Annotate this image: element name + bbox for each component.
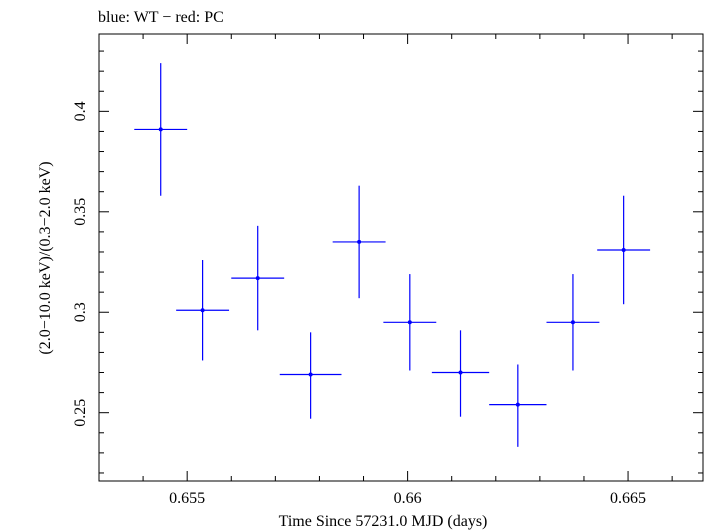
point-marker <box>308 372 313 377</box>
data-point <box>383 274 437 371</box>
point-marker <box>255 276 260 281</box>
point-marker <box>621 247 626 252</box>
point-marker <box>570 320 575 325</box>
data-point <box>134 63 188 196</box>
data-point <box>546 274 600 371</box>
point-marker <box>200 308 205 313</box>
data-point <box>231 225 285 331</box>
axis-ticks <box>98 34 703 481</box>
point-marker <box>407 320 412 325</box>
y-tick-label: 0.3 <box>72 302 89 322</box>
y-tick-labels: 0.25 0.3 0.35 0.4 <box>72 101 89 426</box>
x-axis-label: Time Since 57231.0 MJD (days) <box>279 513 488 530</box>
point-marker <box>357 239 362 244</box>
plot-frame <box>98 33 704 482</box>
data-point <box>332 185 386 299</box>
x-tick-label: 0.655 <box>169 490 205 507</box>
data-points <box>134 63 651 447</box>
data-point <box>176 260 230 361</box>
y-axis-label: (2.0−10.0 keV)/(0.3−2.0 keV) <box>37 161 54 354</box>
y-tick-label: 0.35 <box>72 198 89 226</box>
y-tick-label: 0.25 <box>72 399 89 427</box>
point-marker <box>515 402 520 407</box>
data-point <box>279 332 342 419</box>
x-tick-label: 0.665 <box>610 490 646 507</box>
point-marker <box>458 370 463 375</box>
data-point <box>431 330 490 417</box>
x-tick-labels: 0.655 0.66 0.665 <box>169 490 646 507</box>
point-marker <box>158 127 163 132</box>
chart-title: blue: WT − red: PC <box>98 9 224 26</box>
y-tick-label: 0.4 <box>72 101 89 121</box>
data-point <box>489 364 547 447</box>
data-point <box>597 195 651 305</box>
x-tick-label: 0.66 <box>394 490 422 507</box>
